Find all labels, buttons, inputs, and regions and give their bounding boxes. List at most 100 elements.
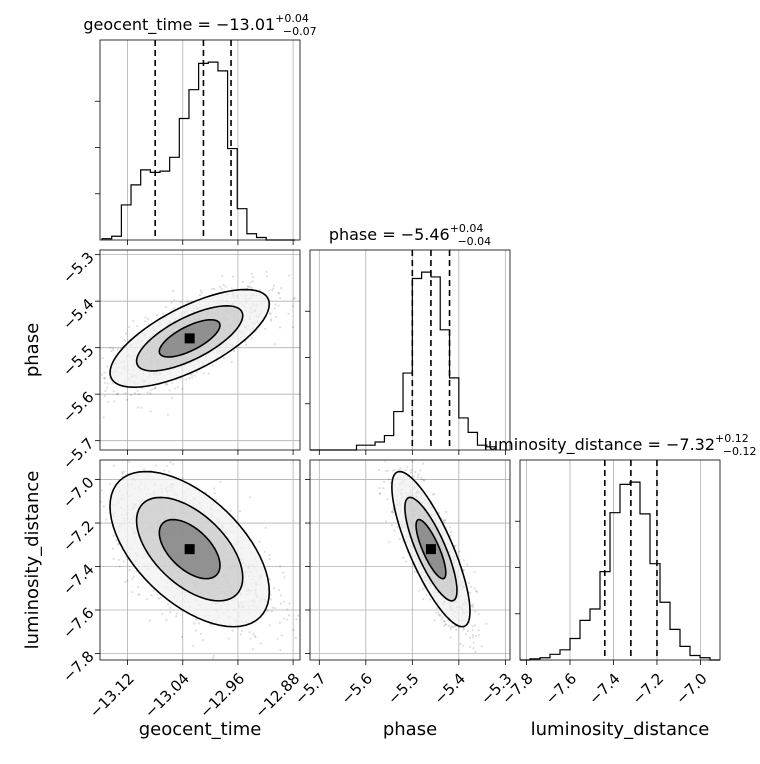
- xtick-label-luminosity_distance-3: −7.2: [629, 670, 667, 708]
- scatter-geocent_time-vs-phase-point-1002: [171, 396, 174, 400]
- scatter-geocent_time-vs-phase-point-1223: [231, 275, 235, 278]
- scatter-geocent_time-vs-phase-point-468: [230, 287, 234, 290]
- scatter-geocent_time-vs-phase-point-308: [198, 294, 202, 297]
- scatter-geocent_time-vs-luminosity_distance-point-222: [96, 442, 98, 444]
- scatter-geocent_time-vs-phase-point-641: [269, 312, 272, 316]
- scatter-geocent_time-vs-phase-point-536: [155, 313, 159, 317]
- scatter-geocent_time-vs-luminosity_distance-point-146: [287, 614, 291, 617]
- hist-phase-bin-7: [375, 442, 384, 450]
- scatter-phase-vs-luminosity_distance-point-188: [378, 492, 382, 495]
- scatter-geocent_time-vs-luminosity_distance-point-723: [131, 456, 133, 458]
- hist-geocent_time-bin-11: [208, 62, 218, 240]
- scatter-geocent_time-vs-phase-point-1391: [272, 287, 275, 290]
- scatter-geocent_time-vs-phase-point-683: [78, 381, 80, 383]
- hist-phase-bin-12: [422, 272, 431, 450]
- scatter-phase-vs-luminosity_distance-point-778: [393, 468, 396, 471]
- scatter-geocent_time-vs-luminosity_distance-point-589: [97, 451, 99, 453]
- hist-geocent_time-grid: [127, 40, 294, 240]
- scatter-phase-vs-luminosity_distance-point-512: [474, 650, 477, 653]
- scatter-geocent_time-vs-phase-point-522: [166, 413, 169, 416]
- scatter-geocent_time-vs-phase-point-329: [113, 400, 116, 403]
- hist-phase-bin-5: [357, 445, 366, 450]
- scatter-phase-vs-luminosity_distance-point-362: [480, 645, 483, 648]
- scatter-geocent_time-vs-luminosity_distance-point-356: [199, 632, 202, 635]
- scatter-geocent_time-vs-luminosity_distance-point-1156: [171, 463, 175, 466]
- scatter-geocent_time-vs-luminosity_distance-point-421: [122, 560, 125, 563]
- scatter-phase-vs-luminosity_distance-point-232: [478, 634, 481, 637]
- scatter-phase-vs-luminosity_distance-point-121: [471, 629, 474, 632]
- scatter-geocent_time-vs-luminosity_distance-point-908: [229, 509, 232, 512]
- scatter-phase-vs-luminosity_distance-point-460: [449, 526, 452, 529]
- scatter-phase-vs-luminosity_distance-point-416: [386, 469, 389, 472]
- scatter-phase-vs-luminosity_distance-point-871: [382, 487, 385, 490]
- scatter-geocent_time-vs-phase-point-922: [251, 275, 255, 279]
- scatter-phase-vs-luminosity_distance-point-904: [389, 456, 391, 458]
- scatter-geocent_time-vs-luminosity_distance-point-1380: [137, 593, 140, 596]
- scatter-geocent_time-vs-luminosity_distance-point-787: [283, 576, 286, 579]
- xtick-label-phase-2: −5.5: [384, 670, 422, 708]
- scatter-phase-vs-luminosity_distance-point-611: [392, 511, 395, 514]
- scatter-geocent_time-vs-phase-point-838: [241, 280, 245, 284]
- scatter-geocent_time-vs-phase-point-482: [103, 377, 106, 380]
- scatter-phase-vs-luminosity_distance-point-621: [450, 531, 453, 534]
- scatter-geocent_time-vs-phase-point-72: [164, 306, 167, 309]
- scatter-phase-vs-luminosity_distance-frame: [309, 459, 511, 661]
- scatter-geocent_time-vs-luminosity_distance-point-472: [169, 461, 172, 464]
- title-luminosity_distance-main: luminosity_distance = −7.32: [484, 435, 715, 455]
- scatter-geocent_time-vs-phase-point-1349: [274, 303, 277, 306]
- scatter-geocent_time-vs-luminosity_distance-point-1184: [282, 600, 285, 603]
- scatter-geocent_time-vs-luminosity_distance-point-117: [215, 498, 218, 501]
- scatter-geocent_time-vs-luminosity_distance-point-90: [268, 557, 271, 561]
- scatter-geocent_time-vs-phase-point-1061: [136, 325, 139, 328]
- xtick-label-luminosity_distance-4: −7.0: [672, 670, 710, 708]
- scatter-phase-vs-luminosity_distance-point-959: [418, 589, 421, 592]
- scatter-geocent_time-vs-luminosity_distance-point-1135: [269, 593, 272, 596]
- scatter-phase-vs-luminosity_distance-point-328: [429, 598, 432, 601]
- scatter-geocent_time-vs-phase-point-1356: [103, 377, 106, 380]
- scatter-geocent_time-vs-luminosity_distance-point-123: [132, 575, 136, 578]
- scatter-phase-vs-luminosity_distance-point-1147: [386, 498, 389, 501]
- scatter-geocent_time-vs-luminosity_distance-point-1384: [201, 639, 205, 642]
- scatter-geocent_time-vs-phase-point-760: [233, 350, 236, 353]
- xtick-label-luminosity_distance-2: −7.4: [585, 670, 623, 708]
- scatter-geocent_time-vs-phase-point-951: [130, 394, 133, 397]
- scatter-phase-vs-luminosity_distance-point-297: [390, 523, 393, 527]
- xtick-label-phase-3: −5.4: [431, 670, 469, 708]
- scatter-geocent_time-vs-luminosity_distance-point-1046: [192, 644, 195, 647]
- scatter-phase-vs-luminosity_distance-point-1078: [433, 619, 436, 622]
- hist-phase-bin-11: [412, 279, 421, 450]
- hist-luminosity_distance-bin-6: [580, 620, 590, 660]
- scatter-geocent_time-vs-luminosity_distance-point-747: [295, 618, 298, 621]
- scatter-geocent_time-vs-luminosity_distance-point-585: [227, 637, 230, 640]
- scatter-phase-vs-luminosity_distance-point-350: [384, 520, 388, 523]
- scatter-phase-vs-luminosity_distance-point-1172: [459, 642, 462, 646]
- hist-phase-bin-16: [459, 418, 468, 450]
- scatter-geocent_time-vs-luminosity_distance-point-479: [100, 489, 103, 492]
- scatter-geocent_time-vs-luminosity_distance-point-854: [123, 470, 126, 473]
- scatter-geocent_time-vs-phase-point-981: [75, 380, 77, 382]
- scatter-geocent_time-vs-luminosity_distance-point-473: [254, 636, 257, 639]
- scatter-geocent_time-vs-luminosity_distance-point-1369: [138, 593, 141, 596]
- scatter-geocent_time-vs-luminosity_distance-point-378: [269, 598, 273, 601]
- hist-luminosity_distance-bin-15: [670, 629, 680, 660]
- hist-geocent_time-bin-4: [141, 170, 151, 240]
- xtick-label-phase-1: −5.6: [338, 670, 376, 708]
- hist-luminosity_distance-bin-13: [650, 564, 660, 660]
- scatter-geocent_time-vs-phase-point-1168: [184, 378, 188, 381]
- scatter-phase-vs-luminosity_distance-point-1233: [470, 604, 474, 608]
- scatter-phase-vs-luminosity_distance-point-866: [472, 647, 475, 650]
- scatter-geocent_time-vs-phase-point-1129: [179, 301, 182, 304]
- hist-luminosity_distance-bin-14: [660, 602, 670, 660]
- scatter-geocent_time-vs-phase-point-262: [149, 410, 152, 413]
- scatter-phase-vs-luminosity_distance-point-706: [454, 624, 457, 628]
- scatter-geocent_time-vs-luminosity_distance-point-228: [239, 633, 242, 636]
- hist-phase-bin-17: [468, 432, 477, 450]
- scatter-geocent_time-vs-phase-point-704: [124, 392, 127, 395]
- scatter-geocent_time-vs-phase-point-175: [57, 375, 59, 377]
- hist-phase-bin-13: [431, 277, 440, 450]
- hist-geocent_time-bin-8: [179, 118, 189, 240]
- scatter-geocent_time-vs-phase-point-1025: [168, 389, 171, 392]
- scatter-phase-vs-luminosity_distance-point-1190: [447, 624, 450, 628]
- hist-luminosity_distance-grid: [526, 460, 701, 660]
